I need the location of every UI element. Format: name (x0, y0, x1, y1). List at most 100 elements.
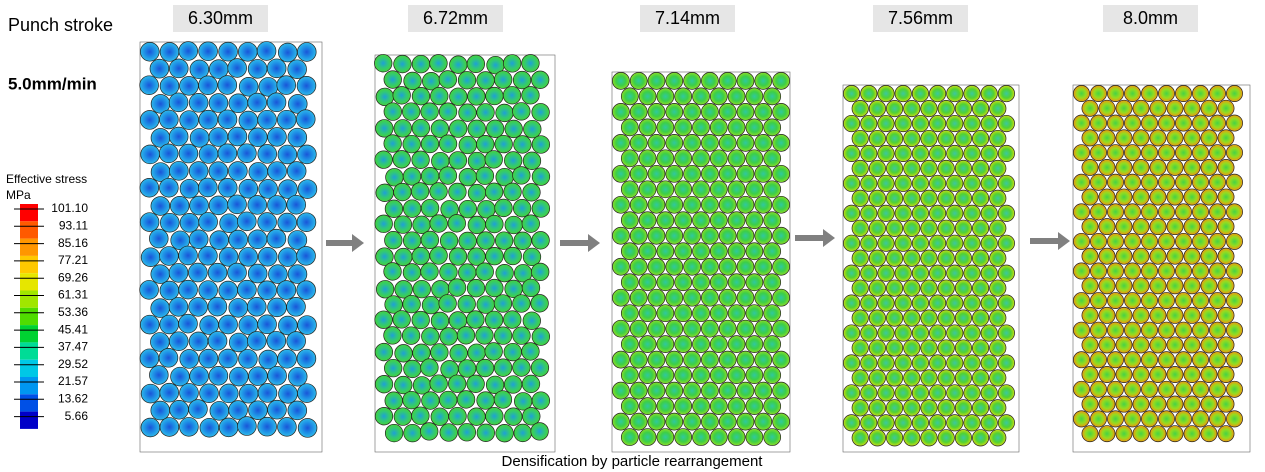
particle (1141, 174, 1157, 190)
particle (737, 227, 754, 244)
particle (219, 418, 238, 437)
particle (755, 413, 772, 430)
particle (268, 366, 287, 385)
particle (710, 305, 727, 322)
particle (179, 280, 198, 299)
particle (1107, 145, 1123, 161)
particle (921, 280, 937, 296)
particle (710, 429, 727, 446)
particle (151, 299, 170, 318)
particle (494, 295, 512, 313)
particle (1124, 204, 1140, 220)
particle (1226, 233, 1242, 249)
particle (746, 398, 763, 415)
particle (403, 264, 421, 282)
particle (719, 351, 736, 368)
particle (248, 264, 267, 283)
legend-swatch (20, 394, 38, 411)
particle (1090, 411, 1106, 427)
particle (972, 250, 988, 266)
particle (1218, 337, 1234, 353)
particle (238, 280, 257, 299)
particle (972, 220, 988, 236)
particle (278, 145, 297, 164)
particle (458, 360, 476, 378)
particle (666, 413, 683, 430)
particle (422, 392, 440, 410)
particle (1218, 396, 1234, 412)
particle (728, 336, 745, 353)
particle (1107, 263, 1123, 279)
particle (929, 175, 945, 191)
particle (1184, 337, 1200, 353)
particle (1116, 189, 1132, 205)
particle (929, 115, 945, 131)
particle (1192, 263, 1208, 279)
particle (630, 413, 647, 430)
particle (886, 370, 902, 386)
particle (998, 295, 1014, 311)
figure: Punch stroke 5.0mm/min Effective stress … (0, 0, 1265, 472)
particle (947, 325, 963, 341)
particle (947, 145, 963, 161)
legend-swatch (20, 360, 38, 377)
particle (1226, 85, 1242, 101)
particle (277, 281, 296, 300)
particle (764, 429, 781, 446)
particle (375, 215, 393, 233)
particle (955, 130, 971, 146)
particle (861, 145, 877, 161)
particle (964, 205, 980, 221)
particle (376, 120, 394, 138)
particle (439, 135, 457, 153)
particle (869, 100, 885, 116)
particle (1209, 204, 1225, 220)
particle (693, 398, 710, 415)
particle (728, 88, 745, 105)
particle (657, 181, 674, 198)
particle (861, 235, 877, 251)
particle (189, 162, 208, 181)
particle (450, 344, 468, 362)
particle (179, 314, 198, 333)
arrow (795, 229, 835, 247)
particle (219, 384, 238, 403)
particle (764, 367, 781, 384)
particle (1133, 337, 1149, 353)
particle (1209, 352, 1225, 368)
particle (878, 295, 894, 311)
particle (229, 94, 248, 113)
particle (746, 429, 763, 446)
particle (972, 310, 988, 326)
particle (1116, 426, 1132, 442)
particle (1167, 337, 1183, 353)
particle (160, 281, 179, 300)
particle (513, 295, 531, 313)
particle (395, 344, 413, 362)
particle (449, 183, 467, 201)
particle (440, 263, 458, 281)
particle (496, 424, 514, 442)
particle (531, 263, 549, 281)
particle (1158, 411, 1174, 427)
particle (229, 367, 248, 386)
particle (1201, 100, 1217, 116)
particle (298, 419, 317, 438)
legend-swatch (20, 256, 38, 273)
legend-label: 61.31 (58, 288, 88, 302)
particle (179, 417, 198, 436)
particle (861, 295, 877, 311)
particle (1209, 381, 1225, 397)
particle (990, 370, 1006, 386)
particle (1133, 189, 1149, 205)
particle (701, 165, 718, 182)
particle (675, 429, 692, 446)
particle (719, 289, 736, 306)
particle (981, 355, 997, 371)
particle (159, 144, 178, 163)
particle (513, 71, 531, 89)
particle (666, 351, 683, 368)
particle (439, 71, 457, 89)
particle (728, 243, 745, 260)
particle (200, 384, 219, 403)
